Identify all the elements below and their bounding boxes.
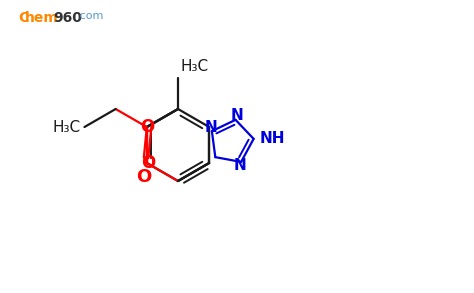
Text: NH: NH [260,131,285,146]
Text: O: O [140,118,154,136]
Text: N: N [204,120,217,135]
Text: C: C [18,11,28,25]
Text: N: N [230,108,243,123]
Text: hem: hem [25,11,59,25]
Text: 960: 960 [53,11,82,25]
Text: N: N [234,159,246,173]
Text: H₃C: H₃C [181,59,209,74]
Text: O: O [136,168,152,185]
Text: H₃C: H₃C [52,120,81,134]
Text: O: O [141,154,155,172]
Text: .com: .com [77,11,104,21]
